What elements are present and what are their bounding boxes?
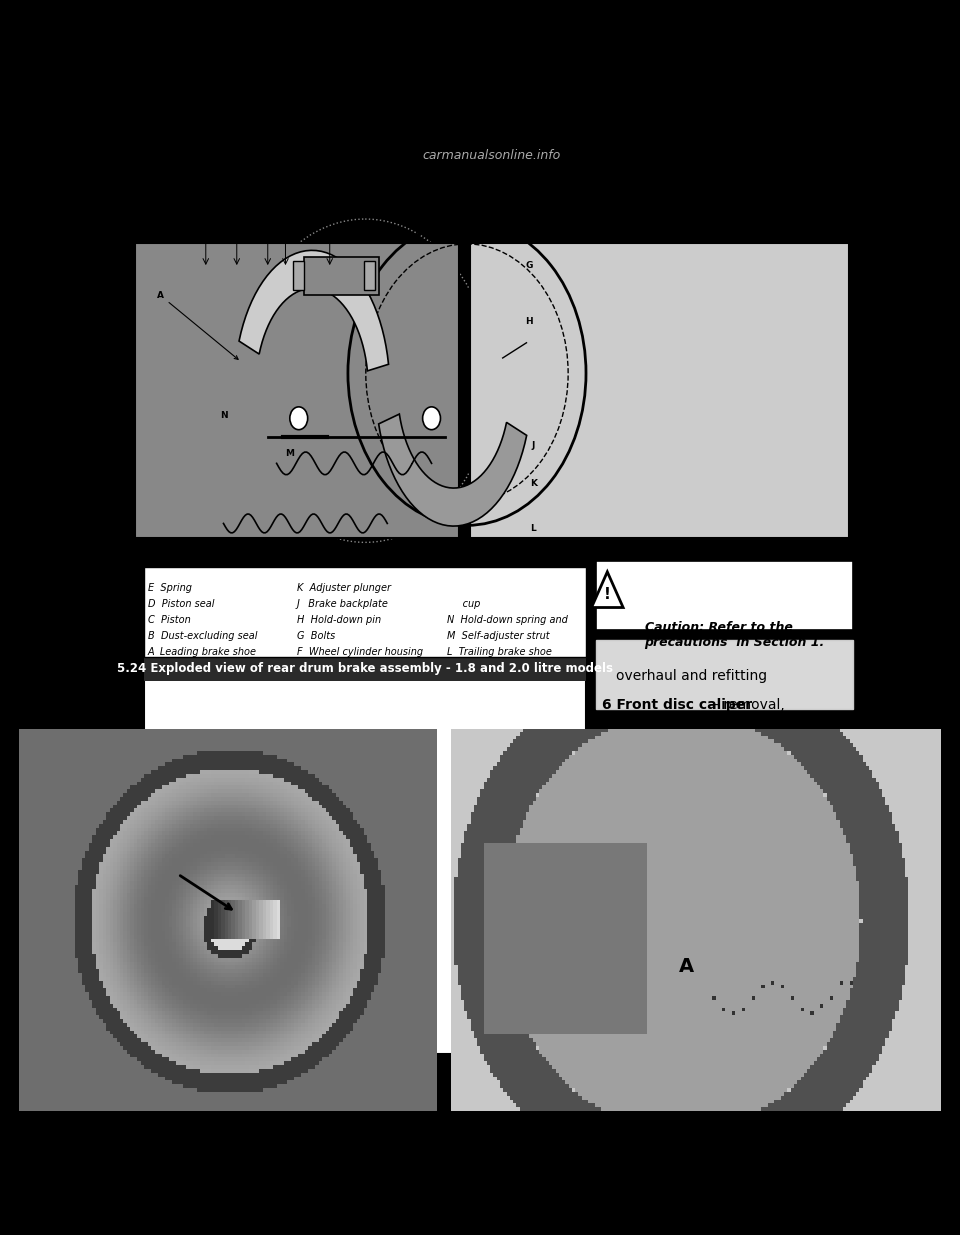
Text: A: A	[679, 957, 694, 976]
FancyBboxPatch shape	[134, 243, 459, 538]
Text: H: H	[525, 317, 533, 326]
Text: - removal,: - removal,	[710, 698, 784, 711]
FancyBboxPatch shape	[144, 657, 587, 680]
Text: J: J	[532, 441, 535, 451]
Text: A  Leading brake shoe: A Leading brake shoe	[148, 647, 256, 657]
Text: C  Piston: C Piston	[148, 615, 190, 625]
FancyBboxPatch shape	[596, 561, 852, 630]
Text: G: G	[525, 261, 533, 270]
FancyBboxPatch shape	[304, 257, 379, 295]
Polygon shape	[378, 414, 527, 526]
Text: D  Piston seal: D Piston seal	[148, 599, 214, 609]
Text: M: M	[285, 448, 295, 458]
FancyBboxPatch shape	[144, 567, 587, 657]
Text: H  Hold-down pin: H Hold-down pin	[297, 615, 381, 625]
Text: E  Spring: E Spring	[148, 583, 192, 593]
Text: F  Wheel cylinder housing: F Wheel cylinder housing	[297, 647, 422, 657]
Text: A: A	[157, 291, 238, 359]
Text: 5.24 Exploded view of rear drum brake assembly - 1.8 and 2.0 litre models: 5.24 Exploded view of rear drum brake as…	[117, 662, 613, 676]
Text: carmanualsonline.info: carmanualsonline.info	[422, 149, 562, 163]
Text: B: B	[203, 209, 209, 217]
Text: N: N	[220, 411, 228, 420]
Text: D: D	[264, 209, 272, 217]
Text: J   Brake backplate: J Brake backplate	[297, 599, 389, 609]
Polygon shape	[239, 251, 389, 370]
Text: L  Trailing brake shoe: L Trailing brake shoe	[447, 647, 552, 657]
FancyBboxPatch shape	[596, 640, 852, 709]
Text: G  Bolts: G Bolts	[297, 631, 335, 641]
Text: overhaul and refitting: overhaul and refitting	[615, 669, 767, 683]
Text: cup: cup	[447, 599, 480, 609]
Bar	[293, 262, 304, 290]
Polygon shape	[591, 572, 623, 608]
Text: B  Dust-excluding seal: B Dust-excluding seal	[148, 631, 257, 641]
Text: !: !	[604, 587, 611, 601]
Text: E: E	[282, 209, 289, 217]
Text: K: K	[530, 479, 537, 488]
Text: F: F	[326, 209, 333, 217]
Bar	[364, 262, 375, 290]
FancyBboxPatch shape	[469, 243, 849, 538]
FancyBboxPatch shape	[144, 679, 587, 1055]
Text: C: C	[233, 209, 240, 217]
Text: M  Self-adjuster strut: M Self-adjuster strut	[447, 631, 550, 641]
Text: K  Adjuster plunger: K Adjuster plunger	[297, 583, 391, 593]
Circle shape	[422, 406, 441, 430]
Text: N  Hold-down spring and: N Hold-down spring and	[447, 615, 568, 625]
Circle shape	[290, 406, 307, 430]
Text: 6 Front disc caliper: 6 Front disc caliper	[602, 698, 753, 711]
Text: Caution: Refer to the
precautions  in Section 1.: Caution: Refer to the precautions in Sec…	[644, 621, 825, 648]
Text: L: L	[531, 524, 537, 534]
